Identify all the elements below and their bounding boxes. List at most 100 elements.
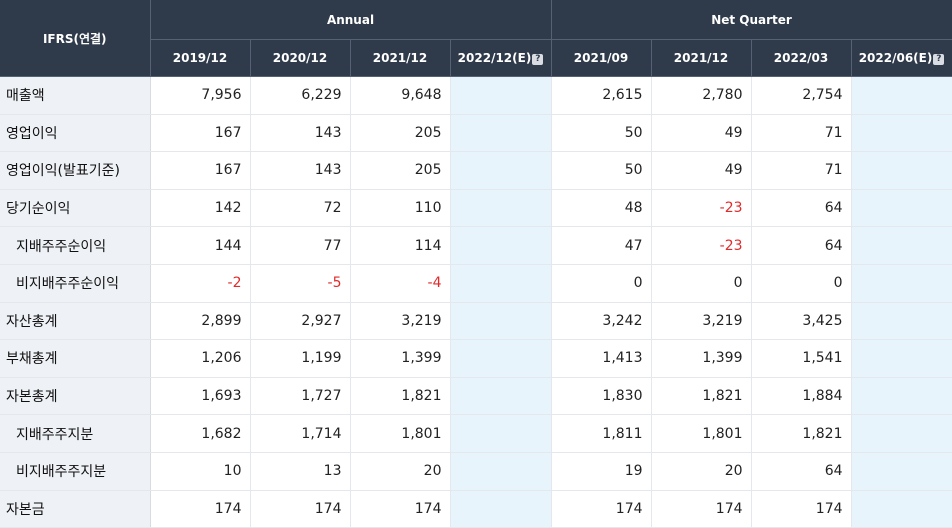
value-cell: 1,801: [651, 414, 752, 453]
value-cell: 1,811: [551, 414, 652, 453]
value-cell: 77: [250, 226, 351, 265]
period-label: 2021/12: [673, 51, 729, 65]
value-cell: 2,754: [751, 76, 852, 115]
period-label: 2020/12: [272, 51, 328, 65]
row-label: 지배주주순이익: [0, 226, 151, 265]
table-row: 비지배주주순이익 -2 -5 -4 0 0 0: [0, 264, 952, 303]
value-cell: [450, 414, 552, 453]
table-row: 영업이익 167 143 205 50 49 71: [0, 114, 952, 153]
value-cell: 1,682: [150, 414, 251, 453]
table-header: IFRS(연결) Annual Net Quarter 2019/12 2020/…: [0, 0, 952, 77]
quarter-period-header: 2021/09: [551, 39, 652, 77]
value-cell: 143: [250, 151, 351, 190]
value-cell: 1,727: [250, 377, 351, 416]
net-quarter-group-header: Net Quarter: [551, 0, 952, 40]
value-cell: [450, 490, 552, 528]
value-cell: 10: [150, 452, 251, 491]
annual-group-header: Annual: [150, 0, 552, 40]
value-cell: 50: [551, 114, 652, 153]
value-cell: 110: [350, 189, 451, 228]
value-cell: [450, 151, 552, 190]
annual-period-header: 2022/12(E)?: [450, 39, 552, 77]
annual-period-header: 2021/12: [350, 39, 451, 77]
row-label: 당기순이익: [0, 189, 151, 228]
row-label: 지배주주지분: [0, 414, 151, 453]
value-cell: -23: [651, 226, 752, 265]
table-row: 지배주주지분 1,682 1,714 1,801 1,811 1,801 1,821: [0, 414, 952, 453]
value-cell: 72: [250, 189, 351, 228]
value-cell: 0: [551, 264, 652, 303]
row-label: 부채총계: [0, 339, 151, 378]
value-cell: 144: [150, 226, 251, 265]
value-cell: 20: [651, 452, 752, 491]
table-row: 매출액 7,956 6,229 9,648 2,615 2,780 2,754: [0, 76, 952, 115]
value-cell: 174: [250, 490, 351, 528]
value-cell: 2,927: [250, 302, 351, 341]
value-cell: 1,821: [350, 377, 451, 416]
value-cell: 114: [350, 226, 451, 265]
value-cell: -23: [651, 189, 752, 228]
table-row: 당기순이익 142 72 110 48 -23 64: [0, 189, 952, 228]
value-cell: 1,206: [150, 339, 251, 378]
period-label: 2019/12: [172, 51, 228, 65]
value-cell: 1,821: [751, 414, 852, 453]
value-cell: [851, 151, 952, 190]
row-label: 비지배주주순이익: [0, 264, 151, 303]
value-cell: 1,821: [651, 377, 752, 416]
value-cell: 1,830: [551, 377, 652, 416]
value-cell: [450, 114, 552, 153]
value-cell: 1,399: [651, 339, 752, 378]
value-cell: [851, 114, 952, 153]
value-cell: [450, 339, 552, 378]
period-label: 2022/03: [773, 51, 829, 65]
value-cell: [450, 264, 552, 303]
help-icon[interactable]: ?: [933, 54, 945, 65]
period-label: 2022/06(E): [858, 51, 933, 65]
value-cell: 174: [150, 490, 251, 528]
value-cell: -2: [150, 264, 251, 303]
period-label: 2022/12(E): [457, 51, 532, 65]
help-icon[interactable]: ?: [532, 54, 544, 65]
period-header-row: 2019/12 2020/12 2021/12 2022/12(E)? 2021/09 2…: [0, 39, 952, 77]
value-cell: 205: [350, 151, 451, 190]
value-cell: [450, 189, 552, 228]
value-cell: [851, 226, 952, 265]
row-label: 자본금: [0, 490, 151, 528]
value-cell: [851, 414, 952, 453]
value-cell: 48: [551, 189, 652, 228]
value-cell: 47: [551, 226, 652, 265]
table-body: 매출액 7,956 6,229 9,648 2,615 2,780 2,754 영업이익 167…: [0, 76, 952, 528]
table-row: 비지배주주지분 10 13 20 19 20 64: [0, 452, 952, 491]
value-cell: 2,615: [551, 76, 652, 115]
value-cell: 49: [651, 114, 752, 153]
value-cell: 1,801: [350, 414, 451, 453]
value-cell: 142: [150, 189, 251, 228]
value-cell: 1,399: [350, 339, 451, 378]
value-cell: [851, 339, 952, 378]
row-label: 영업이익: [0, 114, 151, 153]
value-cell: 1,884: [751, 377, 852, 416]
table-row: 부채총계 1,206 1,199 1,399 1,413 1,399 1,541: [0, 339, 952, 378]
value-cell: 64: [751, 452, 852, 491]
value-cell: 174: [551, 490, 652, 528]
value-cell: 9,648: [350, 76, 451, 115]
value-cell: [450, 302, 552, 341]
table-row: 자산총계 2,899 2,927 3,219 3,242 3,219 3,425: [0, 302, 952, 341]
period-label: 2021/09: [573, 51, 629, 65]
value-cell: [450, 226, 552, 265]
value-cell: 1,413: [551, 339, 652, 378]
value-cell: [851, 189, 952, 228]
quarter-period-header: 2021/12: [651, 39, 752, 77]
value-cell: 3,219: [651, 302, 752, 341]
value-cell: 205: [350, 114, 451, 153]
value-cell: 3,242: [551, 302, 652, 341]
table-row: 자본금 174 174 174 174 174 174: [0, 490, 952, 528]
value-cell: 167: [150, 114, 251, 153]
value-cell: [851, 264, 952, 303]
value-cell: 1,714: [250, 414, 351, 453]
annual-period-header: 2020/12: [250, 39, 351, 77]
value-cell: -5: [250, 264, 351, 303]
value-cell: 71: [751, 114, 852, 153]
value-cell: 3,425: [751, 302, 852, 341]
